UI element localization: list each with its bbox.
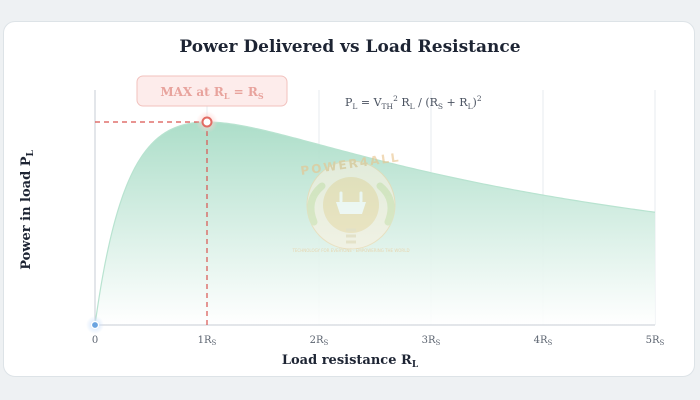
x-tick-label: 4RS bbox=[534, 335, 553, 347]
x-tick-labels: 0 1RS 2RS 3RS 4RS 5RS bbox=[92, 335, 665, 347]
watermark-tagline: TECHNOLOGY FOR EVERYONE · EMPOWERING THE… bbox=[291, 248, 409, 253]
origin-marker bbox=[90, 320, 100, 330]
x-tick-label: 0 bbox=[92, 335, 98, 346]
chart-title: Power Delivered vs Load Resistance bbox=[179, 37, 520, 57]
max-annotation-label: MAX at RL = RS bbox=[160, 85, 264, 101]
power-curve-line bbox=[94, 121, 656, 326]
x-tick-label: 1RS bbox=[198, 335, 217, 347]
x-tick-label: 5RS bbox=[646, 335, 665, 347]
max-annotation: MAX at RL = RS bbox=[136, 75, 288, 107]
peak-marker bbox=[201, 116, 213, 128]
x-tick-label: 3RS bbox=[422, 335, 441, 347]
power-formula: PL = VTH2 RL / (RS + RL)2 bbox=[345, 94, 482, 111]
y-axis-label: Power in load PL bbox=[19, 150, 36, 270]
x-tick-label: 2RS bbox=[310, 335, 329, 347]
x-axis-label: Load resistance RL bbox=[282, 353, 419, 370]
max-annotation-box bbox=[136, 75, 288, 107]
